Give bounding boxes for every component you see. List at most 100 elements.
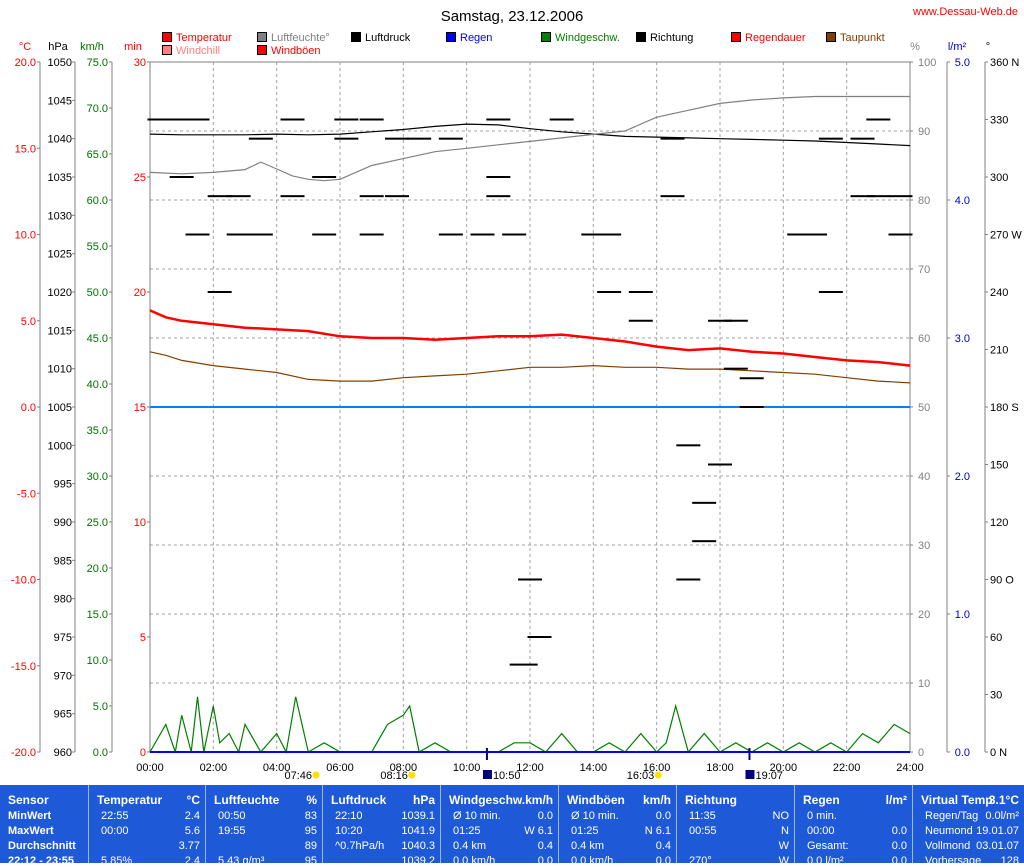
- legend-item: Temperatur: [162, 32, 232, 44]
- wind-tick-label: 70.0: [87, 103, 108, 115]
- stats-cell-label: Vollmond: [925, 840, 971, 852]
- legend-item: Windchill: [162, 45, 220, 57]
- stats-column: Virtual Temp 3.1°C Regen/Tag 0.0l/m² Neumond…: [912, 785, 1024, 867]
- legend-label: Luftfeuchte°: [271, 32, 330, 44]
- humidity-tick-label: 100: [918, 57, 936, 69]
- legend-swatch: [351, 32, 361, 42]
- direction-tick-label: 180 S: [990, 402, 1019, 414]
- legend-swatch: [257, 45, 267, 55]
- wind-tick-label: 5.0: [93, 701, 108, 713]
- direction-mark: [676, 444, 701, 447]
- direction-mark: [169, 118, 194, 121]
- raindur-tick-label: 15: [134, 402, 146, 414]
- x-tick-label: 20:00: [770, 762, 798, 774]
- legend-item: Windgeschw.: [541, 32, 620, 44]
- sun-time-label: 16:03: [627, 770, 655, 782]
- pressure-tick-label: 965: [54, 709, 72, 721]
- direction-mark: [803, 233, 827, 236]
- stats-cell-value: 0.0: [655, 810, 671, 822]
- humidity-tick-label: 0: [918, 747, 924, 759]
- x-tick-label: 04:00: [263, 762, 291, 774]
- stats-header: Windböen: [567, 793, 625, 807]
- direction-mark: [597, 291, 622, 293]
- direction-mark: [708, 319, 732, 322]
- temp-tick-label: -20.0: [11, 747, 36, 759]
- humidity-tick-label: 10: [918, 678, 930, 690]
- wind-tick-label: 50.0: [87, 287, 108, 299]
- stats-cell-value: 1041.9: [401, 825, 435, 837]
- stats-cell-value: 1040.3: [401, 840, 435, 852]
- pressure-tick-label: 1000: [48, 440, 72, 452]
- direction-mark: [207, 291, 232, 293]
- stats-cell-value: 19.01.07: [976, 825, 1019, 837]
- rain-tick-label: 0.0: [955, 747, 970, 759]
- series-temperatur: [149, 309, 911, 367]
- direction-tick-label: 360 N: [990, 57, 1019, 69]
- moon-icon: [745, 770, 755, 779]
- stats-unit: 3.1°C: [988, 793, 1019, 807]
- stats-cell-label: 0 min.: [807, 810, 837, 822]
- direction-mark: [502, 233, 527, 236]
- stats-cell-value: 0.0: [537, 855, 553, 867]
- direction-mark: [359, 195, 384, 198]
- wind-tick-label: 35.0: [87, 425, 108, 437]
- stats-cell-label: 0.4 km: [453, 840, 487, 852]
- rain-tick-label: 2.0: [955, 471, 970, 483]
- direction-mark: [185, 233, 210, 236]
- rain-tick-label: 3.0: [955, 333, 970, 345]
- stats-cell-value: NO: [772, 810, 790, 822]
- stats-unit: %: [306, 793, 317, 807]
- direction-mark: [628, 291, 653, 293]
- stats-cell-label: 5.85%: [101, 855, 133, 867]
- statistics-panel: Sensor MinWert MaxWert Durchschnitt 22:12 - …: [0, 785, 1024, 867]
- temp-tick-label: 5.0: [21, 316, 36, 328]
- legend-swatch: [636, 32, 646, 42]
- direction-mark: [226, 195, 251, 198]
- weather-chart: 00:00 02:00 04:00 06:00 08:00 10:00 12:00 14:00…: [11, 8, 1022, 782]
- rain-tick-label: 5.0: [955, 57, 970, 69]
- humidity-tick-label: 40: [918, 471, 930, 483]
- legend-label: Taupunkt: [840, 32, 885, 44]
- temp-tick-label: 10.0: [15, 230, 36, 242]
- direction-mark: [185, 118, 210, 121]
- direction-mark: [438, 233, 463, 236]
- rain-tick-label: 1.0: [955, 609, 970, 621]
- direction-mark: [850, 195, 875, 198]
- legend-swatch: [257, 32, 267, 42]
- x-tick-label: 14:00: [580, 762, 608, 774]
- stats-cell-value: 1039.2: [401, 855, 435, 867]
- x-tick-label: 18:00: [706, 762, 734, 774]
- raindur-tick-label: 20: [134, 287, 146, 299]
- stats-cell-value: 0.4: [655, 840, 671, 852]
- site-url[interactable]: www.Dessau-Web.de: [913, 6, 1018, 18]
- wind-tick-label: 30.0: [87, 471, 108, 483]
- pressure-tick-label: 1045: [48, 95, 72, 107]
- direction-mark: [850, 137, 875, 140]
- direction-mark: [787, 233, 812, 236]
- pressure-tick-label: 1005: [48, 402, 72, 414]
- stats-cell-value: W 6.1: [524, 825, 553, 837]
- chart-marks: 07:46 08:16 10:50 16:03 19:07: [147, 95, 913, 782]
- direction-tick-label: 330: [990, 115, 1008, 127]
- stats-cell-value: 83: [304, 810, 317, 822]
- direction-mark: [207, 195, 232, 198]
- pressure-tick-label: 985: [54, 555, 72, 567]
- raindur-tick-label: 10: [134, 517, 146, 529]
- raindur-tick-label: 25: [134, 172, 146, 184]
- direction-mark: [866, 118, 891, 121]
- stats-row-label: MinWert: [8, 810, 52, 822]
- stats-column: Windgeschw.km/h Ø 10 min. 0.0 01:25 W 6.1 0.4…: [440, 785, 559, 867]
- stats-column: Temperatur °C 22:55 2.4 00:00 5.6 3.77 5.85% 2.4: [88, 785, 206, 867]
- rain-unit-label: l/m²: [948, 41, 967, 53]
- raindur-tick-label: 5: [140, 632, 146, 644]
- direction-tick-label: 30: [990, 690, 1002, 702]
- moon-time-label: 10:50: [493, 770, 521, 782]
- direction-mark: [708, 463, 732, 466]
- stats-cell-label: 01:25: [453, 825, 481, 837]
- wind-tick-label: 20.0: [87, 563, 108, 575]
- legend-item: Luftdruck: [351, 32, 410, 44]
- wind-tick-label: 10.0: [87, 655, 108, 667]
- direction-mark: [280, 118, 305, 121]
- stats-cell-label: Regen/Tag: [925, 810, 979, 822]
- wind-tick-label: 75.0: [87, 57, 108, 69]
